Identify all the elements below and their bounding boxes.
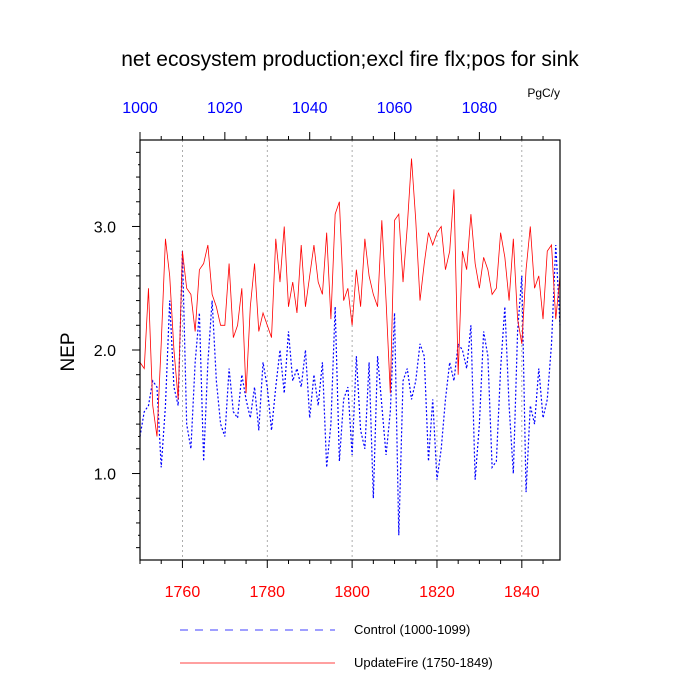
gridlines [182, 140, 523, 560]
x-top-tick-label: 1020 [207, 100, 243, 117]
plot-frame [139, 139, 561, 561]
series-layer [139, 158, 561, 536]
x-top-tick-label: 1040 [292, 100, 328, 117]
legend: Control (1000-1099) UpdateFire (1750-184… [180, 622, 493, 670]
axes: 1760 1780 1800 1820 1840 1000 1020 1040 1060 1080… [94, 100, 544, 601]
legend-label-control: Control (1000-1099) [354, 622, 470, 637]
y-axis-label: NEP [58, 332, 79, 371]
legend-label-updatefire: UpdateFire (1750-1849) [354, 655, 493, 670]
x-bottom-tick-label: 1800 [334, 584, 370, 601]
units-label: PgC/y [527, 86, 560, 100]
series-control-line [139, 244, 561, 536]
x-bottom-tick-label: 1840 [504, 584, 540, 601]
x-bottom-tick-label: 1760 [165, 584, 201, 601]
y-tick-label: 2.0 [94, 343, 116, 360]
x-bottom-tick-label: 1780 [249, 584, 285, 601]
x-top-tick-label: 1000 [122, 100, 158, 117]
chart-title: net ecosystem production;excl fire flx;p… [121, 48, 579, 71]
x-top-tick-label: 1060 [377, 100, 413, 117]
x-top-tick-label: 1080 [462, 100, 498, 117]
series-updatefire-line [139, 158, 561, 437]
y-tick-label: 3.0 [94, 219, 116, 236]
x-bottom-tick-label: 1820 [419, 584, 455, 601]
y-tick-label: 1.0 [94, 467, 116, 484]
